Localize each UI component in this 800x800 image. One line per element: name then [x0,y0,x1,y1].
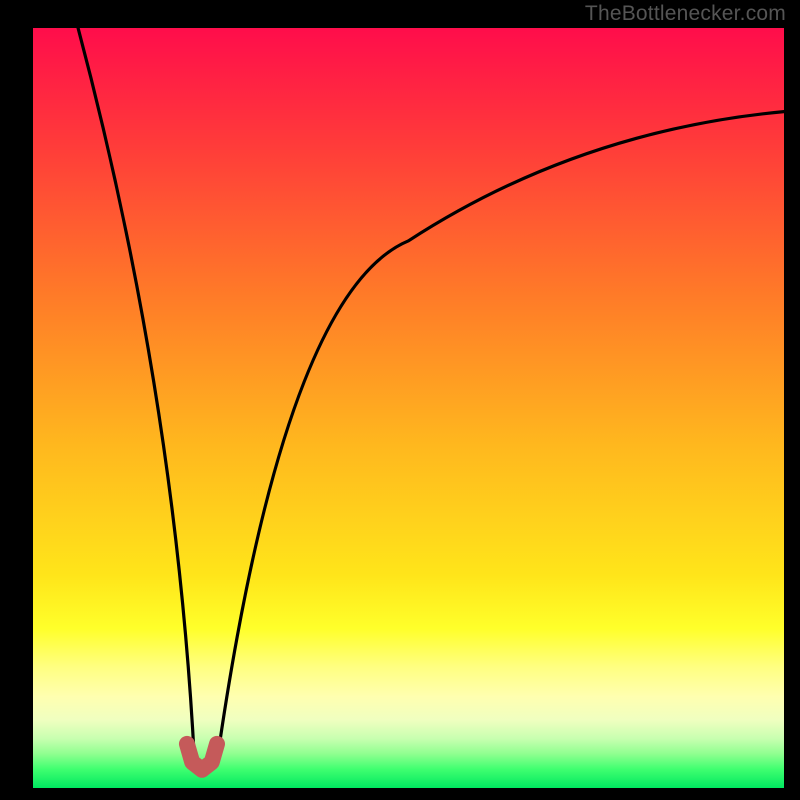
plot-svg [33,28,784,788]
plot-area [33,28,784,788]
gradient-background [33,28,784,788]
chart-container: TheBottlenecker.com [0,0,800,800]
watermark-text: TheBottlenecker.com [585,2,786,26]
